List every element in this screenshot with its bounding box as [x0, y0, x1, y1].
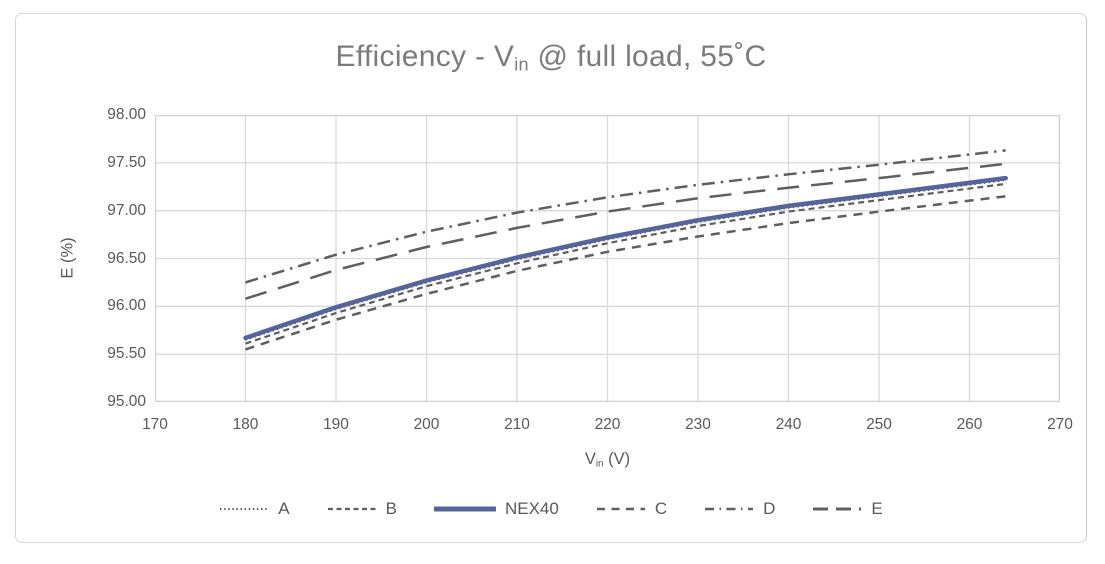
legend-swatch-medium-dash-line [596, 507, 645, 511]
legend-swatch-dotted-line [220, 508, 269, 510]
y-tick-label: 97.00 [107, 201, 146, 219]
x-axis-title-suffix: (V) [603, 450, 631, 468]
x-tick-label: 170 [142, 416, 168, 433]
x-tick-label: 250 [866, 416, 892, 433]
legend-swatch-dash-dot-line [705, 507, 754, 511]
y-tick-label: 96.00 [107, 297, 146, 315]
plot-border [155, 115, 1060, 402]
legend-label-nex40: NEX40 [504, 499, 559, 518]
series-line-nex40 [243, 175, 1008, 341]
chart-legend: A B NEX40 C D E [16, 496, 1086, 522]
legend-item-nex40: NEX40 [433, 499, 559, 519]
legend-label-d: D [763, 499, 776, 518]
plot-area [155, 115, 1060, 402]
x-axis-title: Vin (V) [155, 450, 1060, 469]
legend-label-c: C [654, 499, 668, 518]
y-tick-label: 96.50 [107, 249, 146, 267]
x-tick-label: 230 [685, 416, 711, 433]
x-axis-title-subscript: in [595, 458, 604, 470]
legend-item-e: E [812, 499, 883, 519]
x-tick-label: 220 [594, 416, 621, 433]
series-line-d [245, 149, 1006, 284]
legend-item-c: C [596, 499, 667, 519]
chart-title: Efficiency - Vin @ full load, 55˚C [16, 40, 1086, 76]
x-tick-label: 270 [1047, 416, 1073, 433]
legend-label-b: B [385, 499, 397, 518]
x-axis-title-prefix: V [584, 450, 596, 468]
chart-title-prefix: Efficiency - V [335, 40, 515, 73]
y-tick-label: 98.00 [107, 106, 146, 123]
legend-label-a: A [278, 499, 290, 518]
legend-label-e: E [871, 499, 883, 518]
series-line-a [245, 179, 1006, 341]
x-tick-label: 180 [232, 416, 259, 433]
series-line-e [245, 162, 1006, 300]
chart-title-suffix: @ full load, 55˚C [528, 40, 767, 73]
y-tick-label: 97.50 [107, 153, 146, 171]
series-line-b [245, 182, 1006, 345]
legend-item-a: A [219, 499, 290, 519]
x-tick-label: 200 [413, 416, 440, 433]
legend-swatch-long-dash-line [813, 507, 862, 511]
x-tick-label: 240 [775, 416, 802, 433]
chart-title-subscript: in [514, 54, 529, 75]
series-line-c [245, 195, 1006, 351]
legend-swatch-short-dash-line [327, 507, 376, 511]
x-tick-label: 210 [504, 416, 530, 433]
legend-swatch-solid-line [433, 506, 496, 512]
legend-item-b: B [327, 499, 397, 519]
legend-item-d: D [704, 499, 775, 519]
x-tick-label: 260 [956, 416, 983, 433]
y-tick-label: 95.00 [107, 393, 146, 410]
chart-frame: Efficiency - Vin @ full load, 55˚C E (%)… [15, 13, 1087, 543]
y-tick-label: 95.50 [107, 345, 146, 363]
x-tick-label: 190 [323, 416, 349, 433]
